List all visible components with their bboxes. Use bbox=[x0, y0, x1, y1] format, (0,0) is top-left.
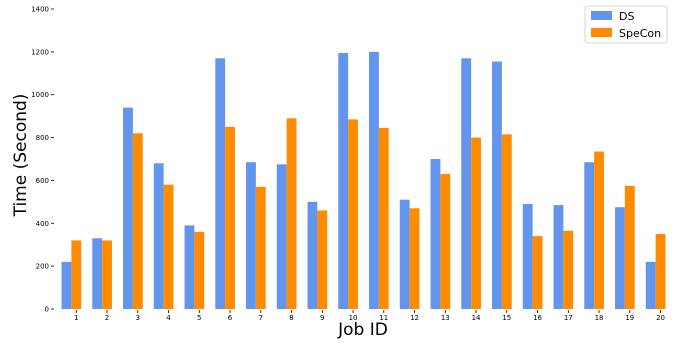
legend: DS SpeCon bbox=[584, 5, 668, 44]
y-tick-label: 600 bbox=[36, 177, 49, 185]
bar-ds-job-13 bbox=[430, 159, 441, 309]
bar-ds-job-9 bbox=[307, 201, 318, 309]
bars-group bbox=[61, 51, 666, 310]
bar-specon-job-14 bbox=[471, 137, 481, 309]
x-tick-label: 1 bbox=[74, 314, 78, 322]
bar-ds-job-20 bbox=[645, 261, 656, 309]
bar-ds-job-19 bbox=[615, 207, 625, 309]
y-axis-title: Time (Second) bbox=[11, 94, 31, 218]
bar-specon-job-2 bbox=[102, 240, 112, 309]
x-tick-label: 6 bbox=[228, 314, 233, 322]
y-tick-label: 1400 bbox=[31, 6, 49, 14]
x-tick-label: 4 bbox=[166, 314, 171, 322]
bar-specon-job-18 bbox=[594, 151, 604, 309]
bar-ds-job-12 bbox=[399, 199, 410, 309]
y-tick-label: 1200 bbox=[31, 48, 49, 56]
bar-ds-job-1 bbox=[61, 261, 72, 309]
bar-specon-job-6 bbox=[225, 126, 235, 309]
x-tick-label: 3 bbox=[136, 314, 140, 322]
bar-specon-job-1 bbox=[71, 240, 82, 309]
x-axis-title: Job ID bbox=[337, 320, 388, 340]
y-tick-label: 800 bbox=[36, 134, 49, 142]
bar-specon-job-10 bbox=[348, 119, 358, 309]
x-tick-label: 18 bbox=[595, 314, 604, 322]
legend-swatch-ds bbox=[591, 11, 612, 20]
bar-ds-job-7 bbox=[246, 162, 256, 309]
x-tick-label: 5 bbox=[197, 314, 201, 322]
bar-ds-job-16 bbox=[522, 204, 533, 309]
bar-specon-job-8 bbox=[286, 118, 297, 310]
x-tick-label: 2 bbox=[105, 314, 109, 322]
x-tick-label: 12 bbox=[410, 314, 419, 322]
y-tick-label: 0 bbox=[45, 306, 49, 314]
x-tick-label: 14 bbox=[472, 314, 481, 322]
bar-ds-job-4 bbox=[153, 163, 164, 309]
x-tick-label: 11 bbox=[379, 314, 388, 322]
bar-specon-job-9 bbox=[317, 210, 328, 309]
bar-specon-job-5 bbox=[194, 231, 205, 309]
bar-specon-job-13 bbox=[440, 174, 451, 309]
y-tick-label: 400 bbox=[36, 220, 49, 228]
bar-specon-job-16 bbox=[532, 236, 543, 309]
bar-specon-job-20 bbox=[655, 234, 666, 309]
y-tick-label: 200 bbox=[36, 263, 49, 271]
bar-specon-job-11 bbox=[378, 127, 389, 309]
bar-ds-job-15 bbox=[492, 61, 502, 309]
x-axis: 1 2 3 4 5 6 7 8 9 10 11 12 13 14 15 16 17 18 19 20 bbox=[74, 310, 665, 322]
y-axis: 0 200 400 600 800 1000 1200 1400 bbox=[31, 6, 54, 314]
bar-ds-job-2 bbox=[92, 238, 103, 309]
bar-specon-job-15 bbox=[501, 134, 512, 309]
bar-specon-job-19 bbox=[624, 185, 635, 309]
x-tick-label: 7 bbox=[259, 314, 263, 322]
bar-specon-job-3 bbox=[132, 133, 143, 309]
bar-ds-job-3 bbox=[123, 107, 133, 309]
legend-swatch-specon bbox=[591, 28, 612, 37]
bar-ds-job-5 bbox=[184, 225, 195, 309]
bar-ds-job-10 bbox=[338, 52, 349, 310]
y-tick-label: 1000 bbox=[31, 91, 49, 99]
x-tick-label: 8 bbox=[289, 314, 293, 322]
x-tick-label: 13 bbox=[441, 314, 450, 322]
x-tick-label: 15 bbox=[502, 314, 511, 322]
x-tick-label: 9 bbox=[320, 314, 324, 322]
bar-ds-job-6 bbox=[215, 58, 226, 310]
bar-ds-job-8 bbox=[276, 164, 287, 309]
bar-specon-job-12 bbox=[409, 208, 420, 309]
legend-label-specon: SpeCon bbox=[619, 27, 661, 40]
bar-specon-job-7 bbox=[255, 186, 266, 309]
x-tick-label: 19 bbox=[625, 314, 634, 322]
bar-specon-job-4 bbox=[163, 184, 174, 309]
bar-ds-job-14 bbox=[461, 58, 472, 310]
x-tick-label: 10 bbox=[349, 314, 358, 322]
bar-ds-job-18 bbox=[584, 162, 595, 309]
bar-ds-job-11 bbox=[369, 51, 379, 309]
bar-specon-job-17 bbox=[563, 230, 574, 309]
x-tick-label: 17 bbox=[564, 314, 573, 322]
legend-label-ds: DS bbox=[619, 10, 634, 23]
x-tick-label: 16 bbox=[533, 314, 542, 322]
x-tick-label: 20 bbox=[656, 314, 665, 322]
bar-ds-job-17 bbox=[553, 205, 564, 309]
